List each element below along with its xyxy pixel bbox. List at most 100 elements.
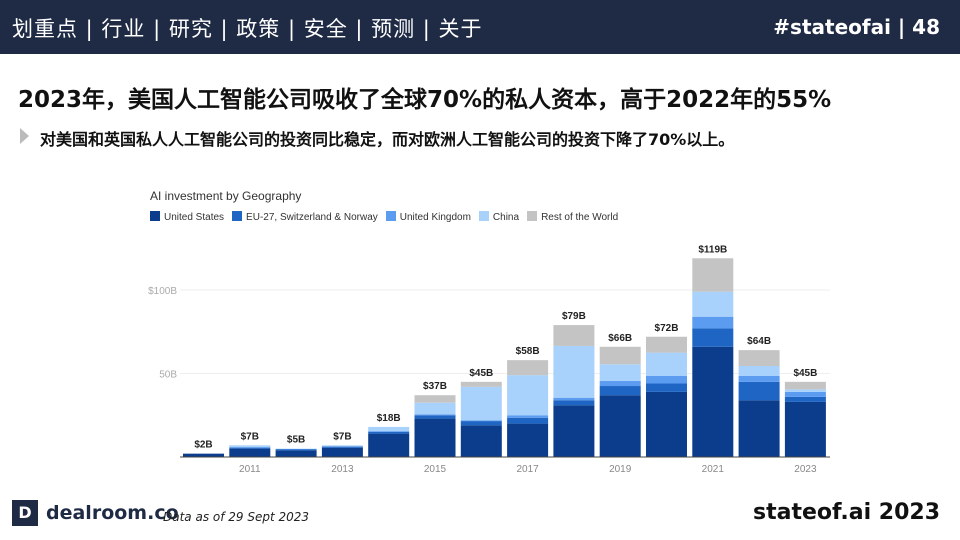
bar-segment [646,352,687,377]
bar-segment [553,397,595,401]
brand: stateof.ai 2023 [752,500,940,525]
bar-segment [646,391,687,457]
data-note: Data as of 29 Sept 2023 [163,510,310,524]
nav-menu[interactable]: 划重点 | 行业 | 研究 | 政策 | 安全 | 预测 | 关于 [12,17,483,41]
bar-segment [692,328,734,347]
bar-segment [784,391,826,397]
bar-segment [738,400,780,457]
legend-label: China [492,212,520,223]
bar-segment [599,395,641,457]
y-tick-label: 50B [159,370,177,381]
bar-segment [738,376,780,382]
x-tick-label: 2015 [424,464,447,475]
total-label: $79B [562,311,586,322]
total-label: $58B [516,346,540,357]
legend-item: EU-27, Switzerland & Norway [232,211,378,223]
bar-segment [738,350,780,366]
bar-segment [646,383,687,392]
legend-item: China [478,211,520,223]
bar-segment [507,417,549,424]
slide-subtitle: 对美国和英国私人人工智能公司的投资同比稳定，而对欧洲人工智能公司的投资下降了70… [40,130,735,149]
x-tick-label: 2011 [239,464,261,475]
bar-segment [553,400,595,406]
bar-segment [460,386,502,421]
legend-swatch [478,211,489,221]
bar-segment [553,405,595,457]
chart-title: AI investment by Geography [150,189,302,203]
legend-item: United Kingdom [385,211,471,223]
bar-segment [784,396,826,402]
total-label: $119B [698,244,727,255]
bar-segment [692,291,734,317]
bar-segment [784,401,826,457]
bar-segment [646,376,687,384]
bar-segment [692,346,734,457]
total-label: $45B [469,368,493,379]
logo-mark: D [12,500,38,526]
total-label: $7B [241,431,259,442]
logo-text: dealroom.co [46,502,179,524]
total-label: $7B [333,431,351,442]
bar-segment [507,375,549,416]
bar-segment [599,346,641,365]
total-label: $64B [747,336,771,347]
bar-segment [414,415,456,419]
bar-segment [368,433,410,457]
bar-segment [229,446,271,448]
legend-label: Rest of the World [541,212,619,223]
bar-segment [507,360,549,376]
bar-segment [507,415,549,418]
bar-segment [460,420,502,422]
x-tick-label: 2021 [702,464,725,475]
bar-segment [784,389,826,392]
legend-swatch [232,211,243,221]
bar-segment [414,418,456,457]
total-label: $45B [793,368,817,379]
bar-segment [321,446,363,447]
total-label: $5B [287,435,305,446]
bar-segment [599,386,641,396]
y-tick-label: $100B [148,286,177,297]
bar-segment [738,365,780,377]
bar-segment [414,395,456,403]
bar-segment [275,450,317,457]
bar-segment [229,445,271,447]
bar-segment [460,421,502,426]
x-tick-label: 2017 [516,464,539,475]
bar-segment [553,345,595,398]
bar-segment [599,381,641,387]
bar-segment [321,447,363,457]
bar-segment [599,364,641,382]
total-label: $2B [194,440,212,451]
x-tick-label: 2019 [609,464,632,475]
bar-segment [275,448,317,450]
bar-segment [460,425,502,457]
bar-segment [692,258,734,292]
bar-segment [321,445,363,447]
bar-segment [414,414,456,416]
bar-segment [229,447,271,449]
total-label: $72B [655,323,679,334]
bar-segment [784,381,826,390]
bar-segment [275,449,317,451]
bar-segment [553,325,595,346]
total-label: $18B [377,413,401,424]
header-bar: 划重点 | 行业 | 研究 | 政策 | 安全 | 预测 | 关于 #state… [0,0,960,54]
bar-segment [368,431,410,434]
x-tick-label: 2023 [794,464,817,475]
bar-segment [321,446,363,448]
legend-label: United Kingdom [399,212,471,223]
legend-swatch [385,211,396,221]
bar-segment [368,426,410,432]
bar-segment [692,316,734,329]
bar-segment [460,381,502,387]
chart-legend: United States EU-27, Switzerland & Norway… [150,211,618,223]
legend-label: EU-27, Switzerland & Norway [246,212,378,223]
slide-title: 2023年，美国人工智能公司吸收了全球70%的私人资本，高于2022年的55% [18,87,832,113]
bar-segment [414,402,456,415]
x-tick-label: 2013 [331,464,354,475]
bar-segment [183,453,224,457]
bar-segment [368,431,410,432]
